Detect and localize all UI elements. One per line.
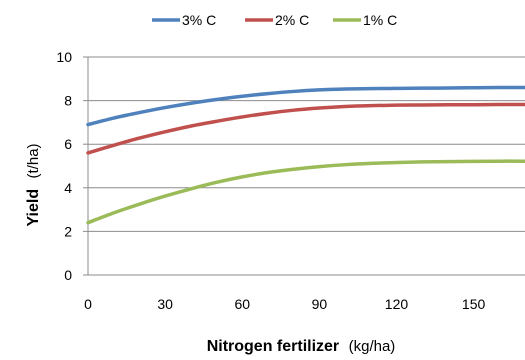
legend-label-1: 2% C xyxy=(275,12,309,28)
series-line-1 xyxy=(86,102,525,155)
x-tick-label-0: 0 xyxy=(84,296,92,312)
x-tick-label-3: 90 xyxy=(312,296,328,312)
series-line-0 xyxy=(86,85,525,127)
legend: 3% C 2% C 1% C xyxy=(152,12,397,28)
x-axis-label: Nitrogen fertilizer xyxy=(207,338,339,355)
x-axis-unit: (kg/ha) xyxy=(349,338,396,355)
y-tick-label-3: 6 xyxy=(64,136,72,152)
x-tick-label-4: 120 xyxy=(385,296,409,312)
y-tick-label-1: 2 xyxy=(64,223,72,239)
y-tick-label-2: 4 xyxy=(64,180,72,196)
gridlines xyxy=(88,56,525,232)
series-line-2 xyxy=(86,159,525,225)
x-tick-label-2: 60 xyxy=(234,296,250,312)
y-tick-label-4: 8 xyxy=(64,93,72,109)
y-tick-label-0: 0 xyxy=(64,267,72,283)
series-lines xyxy=(86,85,525,225)
axes xyxy=(83,56,525,276)
x-tick-label-5: 150 xyxy=(462,296,486,312)
y-tick-label-5: 10 xyxy=(56,49,72,65)
x-axis-title: Nitrogen fertilizer (kg/ha) xyxy=(207,338,396,355)
x-tick-label-1: 30 xyxy=(157,296,173,312)
legend-label-2: 1% C xyxy=(363,12,397,28)
y-axis-unit: (t/ha) xyxy=(25,143,42,178)
legend-label-0: 3% C xyxy=(182,12,216,28)
y-axis-label: Yield xyxy=(25,189,42,227)
tick-labels: 0 2 4 6 8 10 0 30 60 90 120 150 xyxy=(56,49,485,312)
y-axis-title: Yield (t/ha) xyxy=(25,143,42,226)
